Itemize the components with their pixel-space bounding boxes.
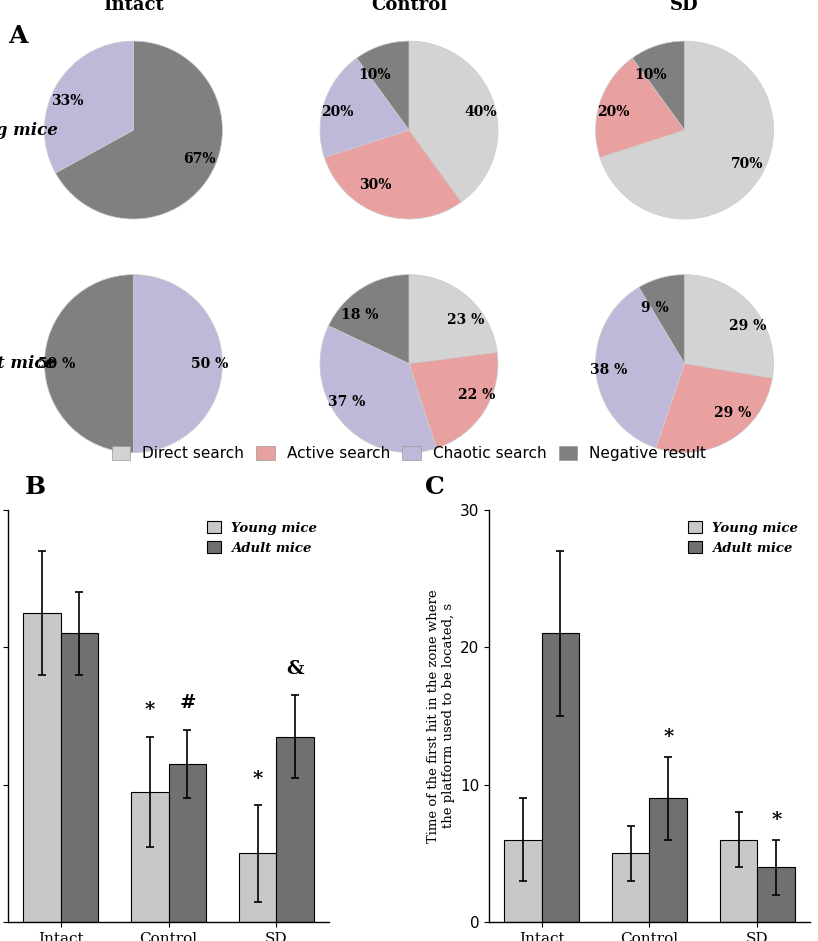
Bar <box>504 839 542 922</box>
Wedge shape <box>656 363 772 453</box>
Text: 9 %: 9 % <box>641 301 669 315</box>
Bar <box>542 633 579 922</box>
Text: 20%: 20% <box>597 105 630 120</box>
Title: SD: SD <box>670 0 699 14</box>
Wedge shape <box>409 275 497 363</box>
Text: A: A <box>8 24 28 48</box>
Wedge shape <box>409 353 498 448</box>
Wedge shape <box>409 41 498 202</box>
Text: *: * <box>145 701 155 719</box>
Bar <box>757 868 795 922</box>
Wedge shape <box>685 275 774 378</box>
Bar <box>169 764 206 922</box>
Text: 38 %: 38 % <box>590 362 627 376</box>
Wedge shape <box>596 58 685 157</box>
Text: 40%: 40% <box>464 105 497 120</box>
Text: 70%: 70% <box>731 157 764 171</box>
Text: 23 %: 23 % <box>447 313 484 327</box>
Title: Intact: Intact <box>103 0 164 14</box>
Bar <box>239 853 276 922</box>
Text: C: C <box>425 475 445 500</box>
Legend: Young mice, Adult mice: Young mice, Adult mice <box>683 517 803 560</box>
Wedge shape <box>133 275 222 453</box>
Text: *: * <box>253 770 263 789</box>
Wedge shape <box>639 275 685 363</box>
Bar <box>649 798 687 922</box>
Text: 10%: 10% <box>358 68 391 82</box>
Bar <box>61 633 98 922</box>
Bar <box>23 613 61 922</box>
Wedge shape <box>44 275 133 453</box>
Wedge shape <box>632 41 685 130</box>
Wedge shape <box>325 130 461 219</box>
Text: 50 %: 50 % <box>191 357 229 371</box>
Wedge shape <box>357 41 409 130</box>
Text: 33%: 33% <box>52 93 83 107</box>
Text: 20%: 20% <box>321 105 354 120</box>
Text: *: * <box>771 810 781 829</box>
Bar <box>612 853 649 922</box>
Wedge shape <box>44 41 133 173</box>
Text: 30%: 30% <box>358 178 391 192</box>
Text: #: # <box>179 694 196 712</box>
Legend: Young mice, Adult mice: Young mice, Adult mice <box>202 517 322 560</box>
Text: 29 %: 29 % <box>729 319 766 333</box>
Y-axis label: Time of the first hit in the zone where
the platform used to be located, s: Time of the first hit in the zone where … <box>426 589 455 843</box>
Text: Young mice: Young mice <box>0 121 58 138</box>
Text: 37 %: 37 % <box>328 395 366 409</box>
Text: Adult mice: Adult mice <box>0 355 55 372</box>
Bar <box>720 839 757 922</box>
Text: 29 %: 29 % <box>714 407 752 421</box>
Text: 67%: 67% <box>183 152 216 167</box>
Text: 18 %: 18 % <box>340 308 378 322</box>
Text: B: B <box>25 475 46 500</box>
Text: 50 %: 50 % <box>38 357 75 371</box>
Legend: Direct search, Active search, Chaotic search, Negative result: Direct search, Active search, Chaotic se… <box>106 440 712 468</box>
Wedge shape <box>320 58 409 157</box>
Wedge shape <box>56 41 222 219</box>
Bar <box>276 737 314 922</box>
Bar <box>131 791 169 922</box>
Text: *: * <box>663 728 673 746</box>
Wedge shape <box>600 41 774 219</box>
Wedge shape <box>329 275 409 363</box>
Title: Control: Control <box>371 0 447 14</box>
Text: 22 %: 22 % <box>458 388 495 402</box>
Text: 10%: 10% <box>634 68 667 82</box>
Wedge shape <box>596 287 685 448</box>
Wedge shape <box>320 326 437 453</box>
Text: &: & <box>286 660 304 678</box>
